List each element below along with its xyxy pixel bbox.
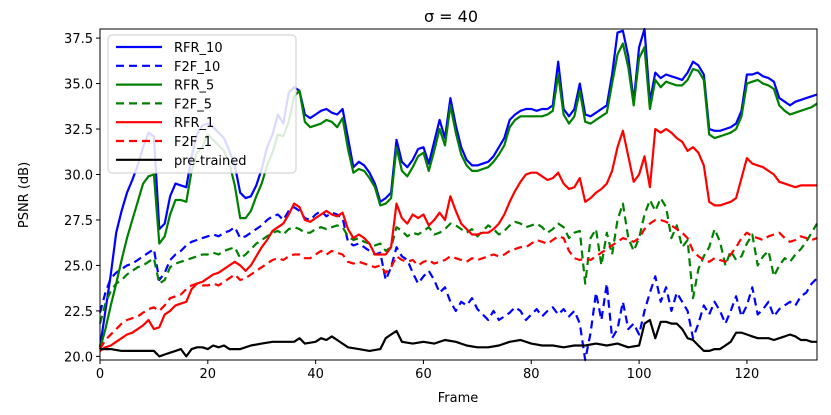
x-axis: 0 20 40 60 80 100 120 <box>96 360 759 382</box>
y-axis-label: PSNR (dB) <box>17 162 32 228</box>
y-tick-label: 35.0 <box>64 78 93 93</box>
y-tick-label: 22.5 <box>64 305 93 320</box>
y-tick-label: 37.5 <box>64 32 93 47</box>
legend-box <box>107 34 297 174</box>
chart-title: σ = 40 <box>424 7 478 26</box>
legend-label: F2F_10 <box>174 60 220 75</box>
x-tick-label: 0 <box>96 367 104 382</box>
plot-frame <box>99 28 818 361</box>
x-tick-label: 40 <box>307 367 324 382</box>
y-tick-label: 27.5 <box>64 214 93 229</box>
legend-label: pre-trained <box>174 154 247 169</box>
series-line-pre-trained <box>100 318 817 358</box>
legend-label: F2F_1 <box>174 135 212 150</box>
series-line-f2f-5 <box>98 197 818 324</box>
y-tick-label: 30.0 <box>64 168 93 183</box>
series-line-f2f-1 <box>99 218 818 350</box>
x-tick-label: 80 <box>523 367 540 382</box>
legend-label: RFR_1 <box>174 116 214 131</box>
x-tick-label: 120 <box>735 367 760 382</box>
y-tick-label: 20.0 <box>64 350 93 365</box>
series-line-rfr-1 <box>99 127 817 352</box>
series-layer <box>98 27 818 362</box>
legend-label: RFR_10 <box>174 41 223 56</box>
legend-label: F2F_5 <box>174 97 212 112</box>
y-tick-label: 32.5 <box>64 123 93 138</box>
legend: RFR_10 F2F_10 RFR_5 F2F_5 RFR_1 F2F_1 pre-trai… <box>107 34 297 174</box>
x-tick-label: 20 <box>200 367 217 382</box>
y-axis: 20.0 22.5 25.0 27.5 30.0 32.5 35.0 37.5 <box>64 32 100 365</box>
x-tick-label: 60 <box>415 367 432 382</box>
x-axis-label: Frame <box>438 391 479 406</box>
x-tick-label: 100 <box>627 367 652 382</box>
series-line-f2f-10 <box>98 206 818 362</box>
legend-label: RFR_5 <box>174 79 214 94</box>
y-tick-label: 25.0 <box>64 259 93 274</box>
